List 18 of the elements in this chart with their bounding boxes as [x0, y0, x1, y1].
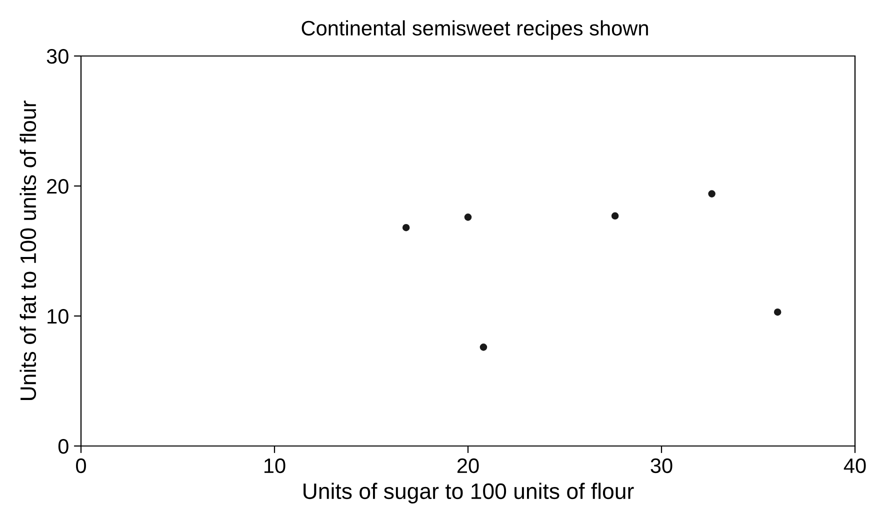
point	[708, 190, 716, 198]
y-axis-title: Units of fat to 100 units of flour	[20, 100, 36, 400]
point	[464, 214, 472, 221]
y-tick-label: 30	[46, 49, 68, 64]
x-tick-label: 10	[264, 458, 286, 474]
chart-title: Continental semisweet recipes shown	[302, 20, 648, 40]
y-tick-label: 0	[58, 439, 68, 454]
point	[611, 212, 619, 220]
y-tick-label: 20	[47, 179, 68, 194]
point	[402, 224, 410, 232]
x-tick-label: 30	[650, 458, 672, 474]
point	[774, 308, 782, 316]
y-tick-label: 10	[48, 309, 68, 324]
x-tick-label: 0	[76, 458, 86, 474]
x-axis-title: Units of sugar to 100 units of flour	[304, 482, 634, 504]
x-tick-label: 20	[457, 458, 479, 474]
point	[480, 344, 488, 351]
x-tick-label: 40	[844, 458, 866, 474]
